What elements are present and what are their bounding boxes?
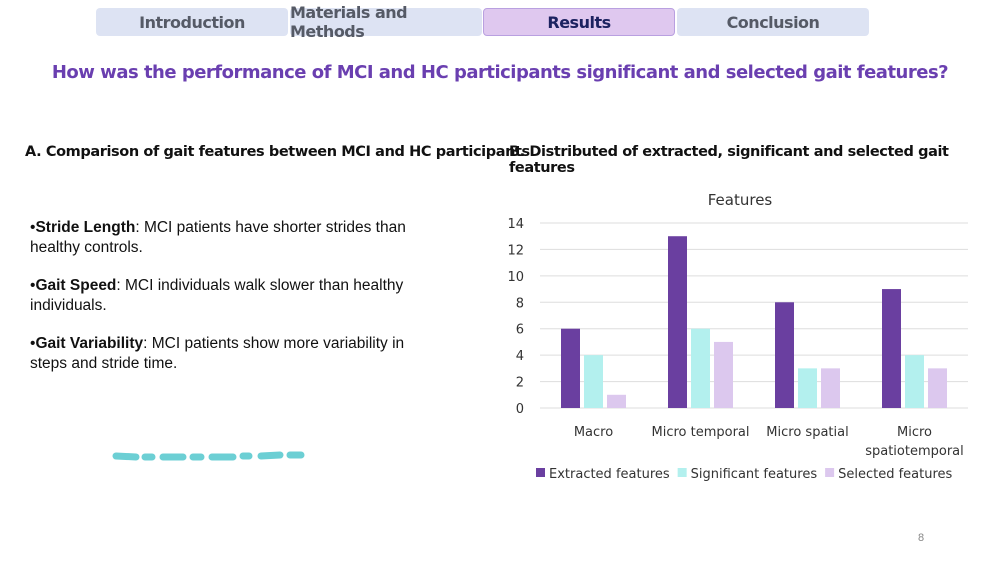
- y-tick-label: 6: [516, 323, 524, 338]
- x-tick-label: Micro spatial: [766, 425, 848, 440]
- bullet-gait-speed: •Gait Speed: MCI individuals walk slower…: [30, 277, 404, 314]
- x-tick-label: Micro spatiotemporal: [865, 425, 964, 459]
- y-tick-label: 0: [516, 402, 524, 417]
- x-tick-label: Micro temporal: [651, 425, 749, 440]
- bullet-term: Gait Speed: [35, 277, 117, 294]
- page-number: 8: [918, 532, 925, 544]
- tab-results[interactable]: Results: [483, 8, 675, 36]
- bullet-term: Gait Variability: [35, 335, 144, 352]
- legend-label: Selected features: [838, 467, 952, 482]
- section-b-heading: B. Distributed of extracted, significant…: [509, 144, 949, 176]
- bar-extracted-features: [668, 236, 687, 408]
- bar-extracted-features: [882, 289, 901, 408]
- y-tick-label: 14: [507, 217, 524, 232]
- y-tick-label: 2: [516, 376, 524, 391]
- chart-title: Features: [708, 191, 773, 209]
- legend-swatch: [825, 468, 835, 477]
- y-tick-label: 4: [516, 349, 524, 364]
- bar-selected-features: [928, 368, 947, 408]
- bullet-text: : MCI patients show more variability in …: [30, 335, 405, 372]
- bar-significant-features: [691, 328, 710, 408]
- y-tick-label: 8: [516, 296, 524, 311]
- bar-selected-features: [821, 368, 840, 408]
- bullet-text: : MCI patients have shorter strides than…: [30, 219, 406, 256]
- legend-label: Significant features: [691, 467, 818, 482]
- tab-conclusion[interactable]: Conclusion: [677, 8, 869, 36]
- bar-extracted-features: [561, 328, 580, 408]
- slide-question: How was the performance of MCI and HC pa…: [51, 62, 949, 83]
- legend-swatch: [536, 468, 545, 477]
- legend-label: Extracted features: [549, 467, 670, 482]
- y-tick-label: 10: [507, 270, 524, 285]
- bar-selected-features: [607, 394, 626, 408]
- bar-selected-features: [714, 341, 733, 408]
- bullet-term: Stride Length: [35, 219, 136, 236]
- y-tick-label: 12: [507, 243, 524, 258]
- bar-significant-features: [798, 368, 817, 408]
- bar-significant-features: [905, 355, 924, 408]
- legend-swatch: [677, 468, 687, 477]
- bar-significant-features: [584, 355, 603, 408]
- bar-extracted-features: [775, 302, 794, 408]
- x-tick-label: Macro: [574, 425, 613, 440]
- bullet-gait-variability: •Gait Variability: MCI patients show mor…: [30, 335, 405, 372]
- bullet-stride-length: •Stride Length: MCI patients have shorte…: [30, 219, 406, 256]
- tab-introduction[interactable]: Introduction: [96, 8, 288, 36]
- section-a-heading: A. Comparison of gait features between M…: [25, 144, 530, 160]
- tab-materials-and-methods[interactable]: Materials and Methods: [290, 3, 482, 41]
- bullet-text: : MCI individuals walk slower than healt…: [30, 277, 404, 314]
